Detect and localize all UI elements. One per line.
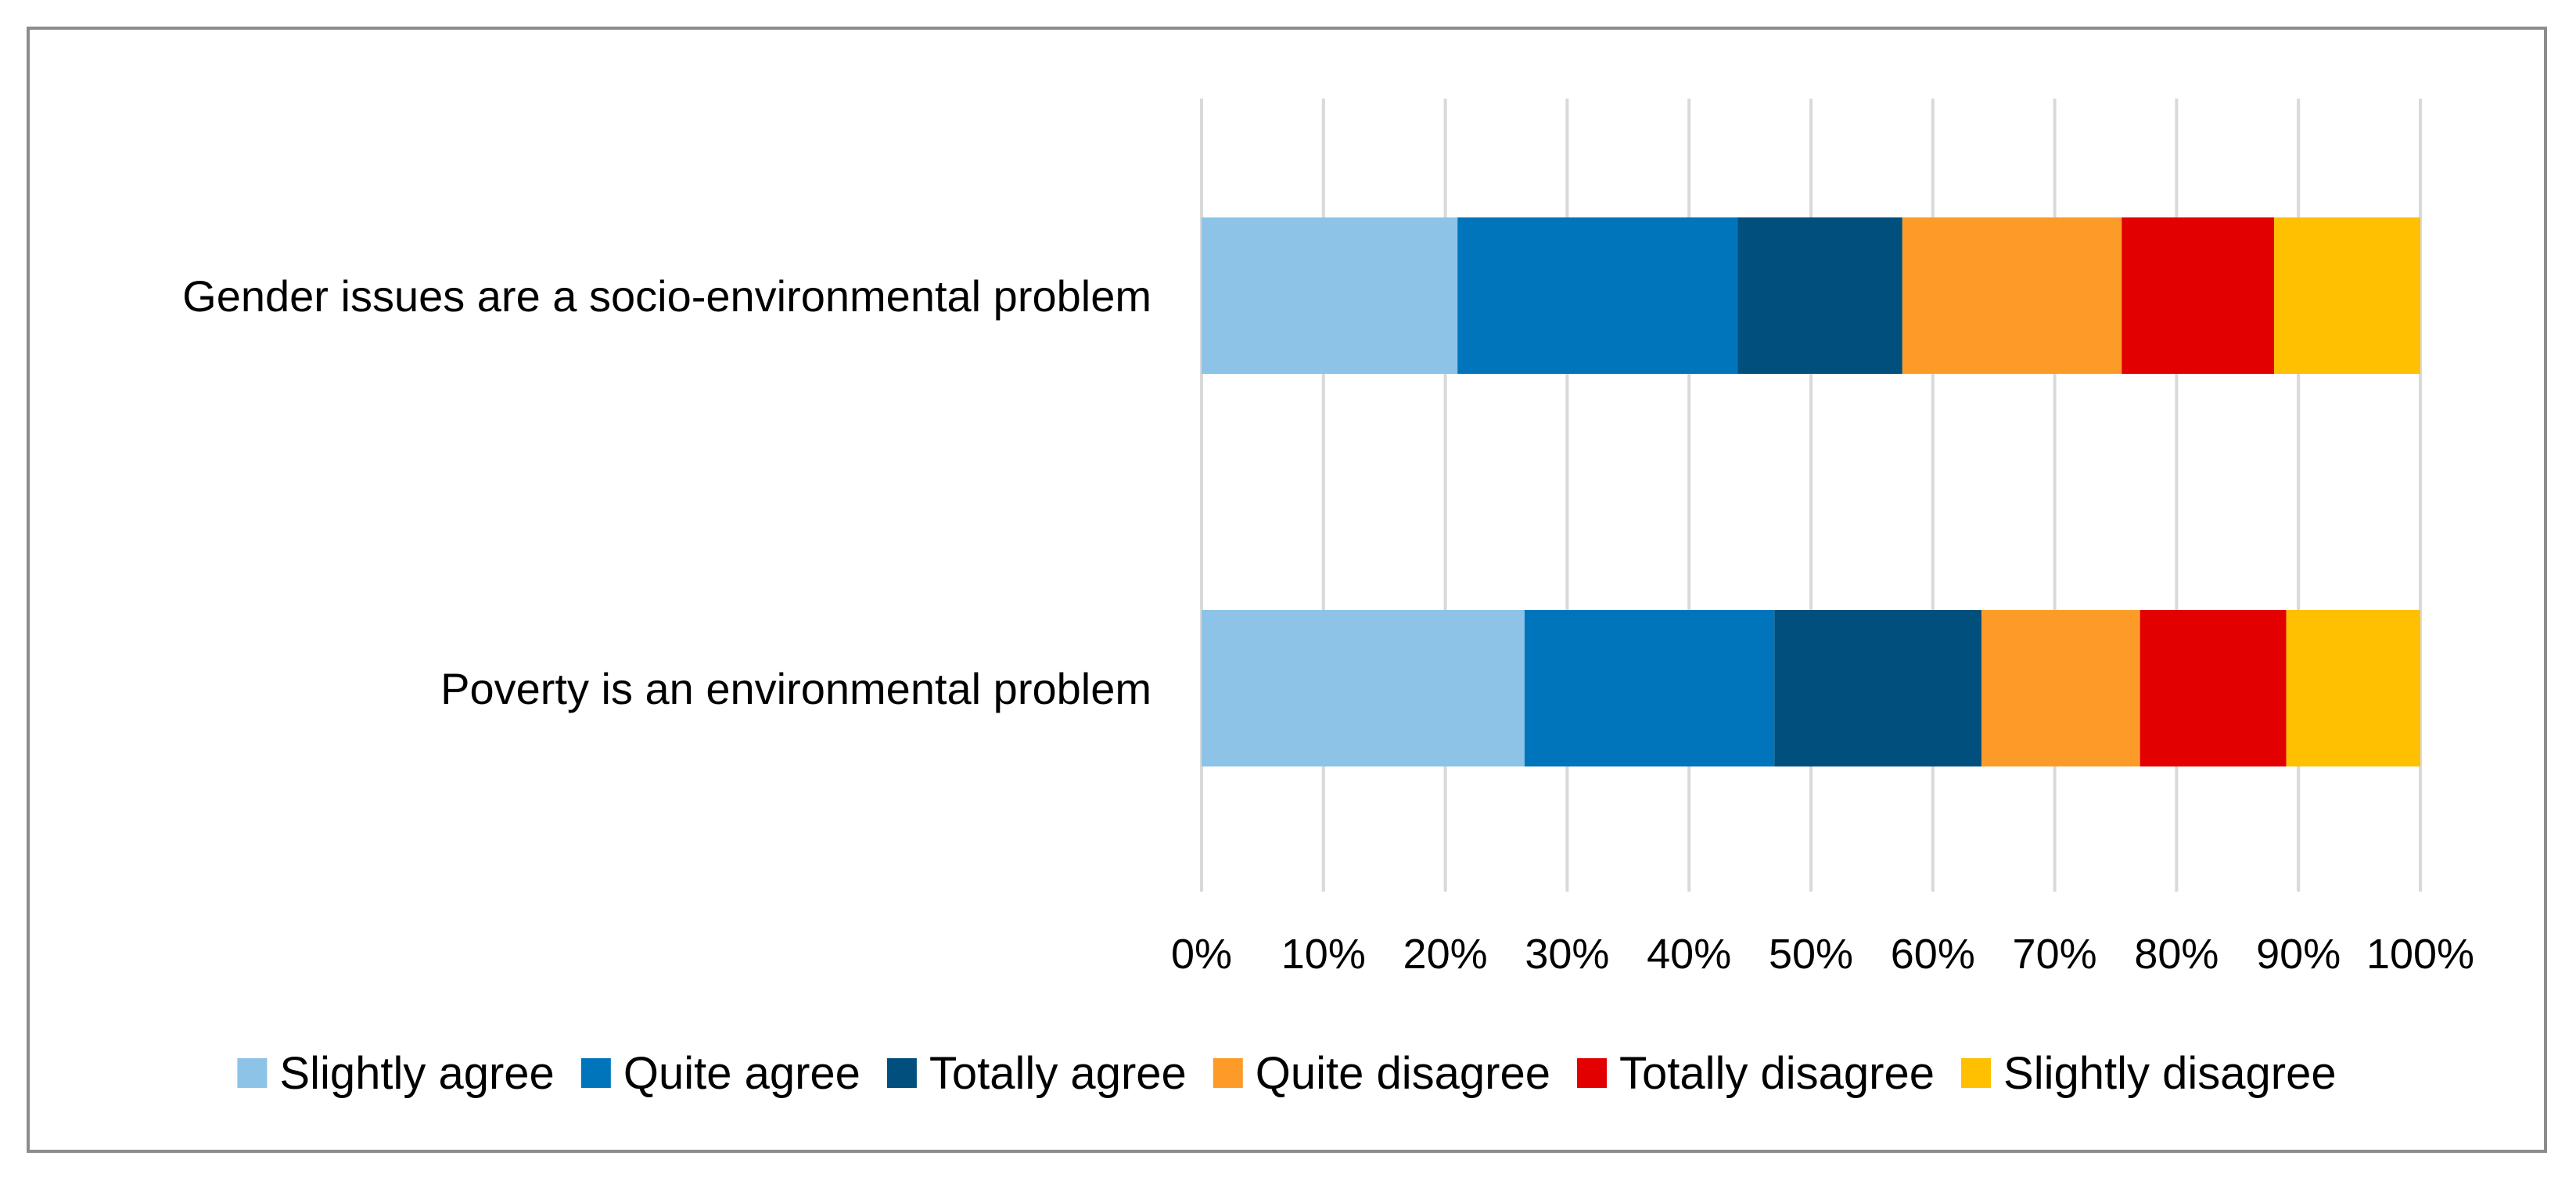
x-tick-label-2: 20%	[1403, 931, 1488, 978]
legend-label-3: Quite disagree	[1256, 1048, 1550, 1099]
legend-item-4: Totally disagree	[1577, 1048, 1935, 1099]
legend-swatch-5	[1961, 1058, 1992, 1088]
bar-segment-quite-agree-0	[1457, 217, 1738, 374]
category-label-1: Poverty is an environmental problem	[440, 664, 1151, 713]
bar-segment-slightly-agree-1	[1202, 610, 1525, 766]
x-tick-label-5: 50%	[1769, 931, 1853, 978]
legend-swatch-1	[580, 1058, 611, 1088]
chart-frame	[27, 27, 2547, 1153]
category-labels: Gender issues are a socio-environmental …	[182, 271, 1151, 713]
legend-label-1: Quite agree	[623, 1048, 860, 1099]
bar-segment-totally-disagree-1	[2139, 610, 2287, 766]
bar-segment-slightly-disagree-1	[2286, 610, 2420, 766]
legend-item-0: Slightly agree	[237, 1048, 555, 1099]
x-tick-label-7: 70%	[2013, 931, 2097, 978]
legend-label-2: Totally agree	[929, 1048, 1187, 1099]
bar-segment-totally-disagree-0	[2122, 217, 2275, 374]
legend-label-0: Slightly agree	[279, 1048, 554, 1099]
bar-segment-slightly-disagree-0	[2274, 217, 2420, 374]
legend-swatch-2	[886, 1058, 917, 1088]
legend-item-3: Quite disagree	[1213, 1048, 1550, 1099]
x-tick-label-8: 80%	[2134, 931, 2219, 978]
legend-item-1: Quite agree	[580, 1048, 860, 1099]
bar-segment-slightly-agree-0	[1202, 217, 1458, 374]
x-tick-label-6: 60%	[1891, 931, 1975, 978]
bar-segment-totally-agree-0	[1737, 217, 1902, 374]
legend-item-2: Totally agree	[886, 1048, 1187, 1099]
legend-label-4: Totally disagree	[1619, 1048, 1935, 1099]
bars	[1202, 217, 2420, 766]
legend-swatch-3	[1213, 1058, 1243, 1088]
x-axis-ticks: 0% 10% 20% 30% 40% 50% 60% 70% 80% 90% 100%	[1171, 931, 2474, 978]
bar-segment-totally-agree-1	[1774, 610, 1982, 766]
legend-swatch-0	[237, 1058, 268, 1088]
x-tick-label-4: 40%	[1647, 931, 1731, 978]
category-label-0: Gender issues are a socio-environmental …	[182, 271, 1151, 321]
bar-segment-quite-agree-1	[1524, 610, 1775, 766]
legend-label-5: Slightly disagree	[2003, 1048, 2337, 1099]
x-tick-label-1: 10%	[1281, 931, 1366, 978]
legend-item-5: Slightly disagree	[1961, 1048, 2337, 1099]
bar-segment-quite-disagree-1	[1981, 610, 2140, 766]
legend-swatch-4	[1577, 1058, 1608, 1088]
x-tick-label-0: 0%	[1171, 931, 1232, 978]
legend: Slightly agree Quite agree Totally agree Qu…	[237, 1048, 2337, 1099]
x-tick-label-10: 100%	[2366, 931, 2474, 978]
bar-segment-quite-disagree-0	[1902, 217, 2122, 374]
x-tick-label-3: 30%	[1525, 931, 1609, 978]
x-tick-label-9: 90%	[2256, 931, 2341, 978]
